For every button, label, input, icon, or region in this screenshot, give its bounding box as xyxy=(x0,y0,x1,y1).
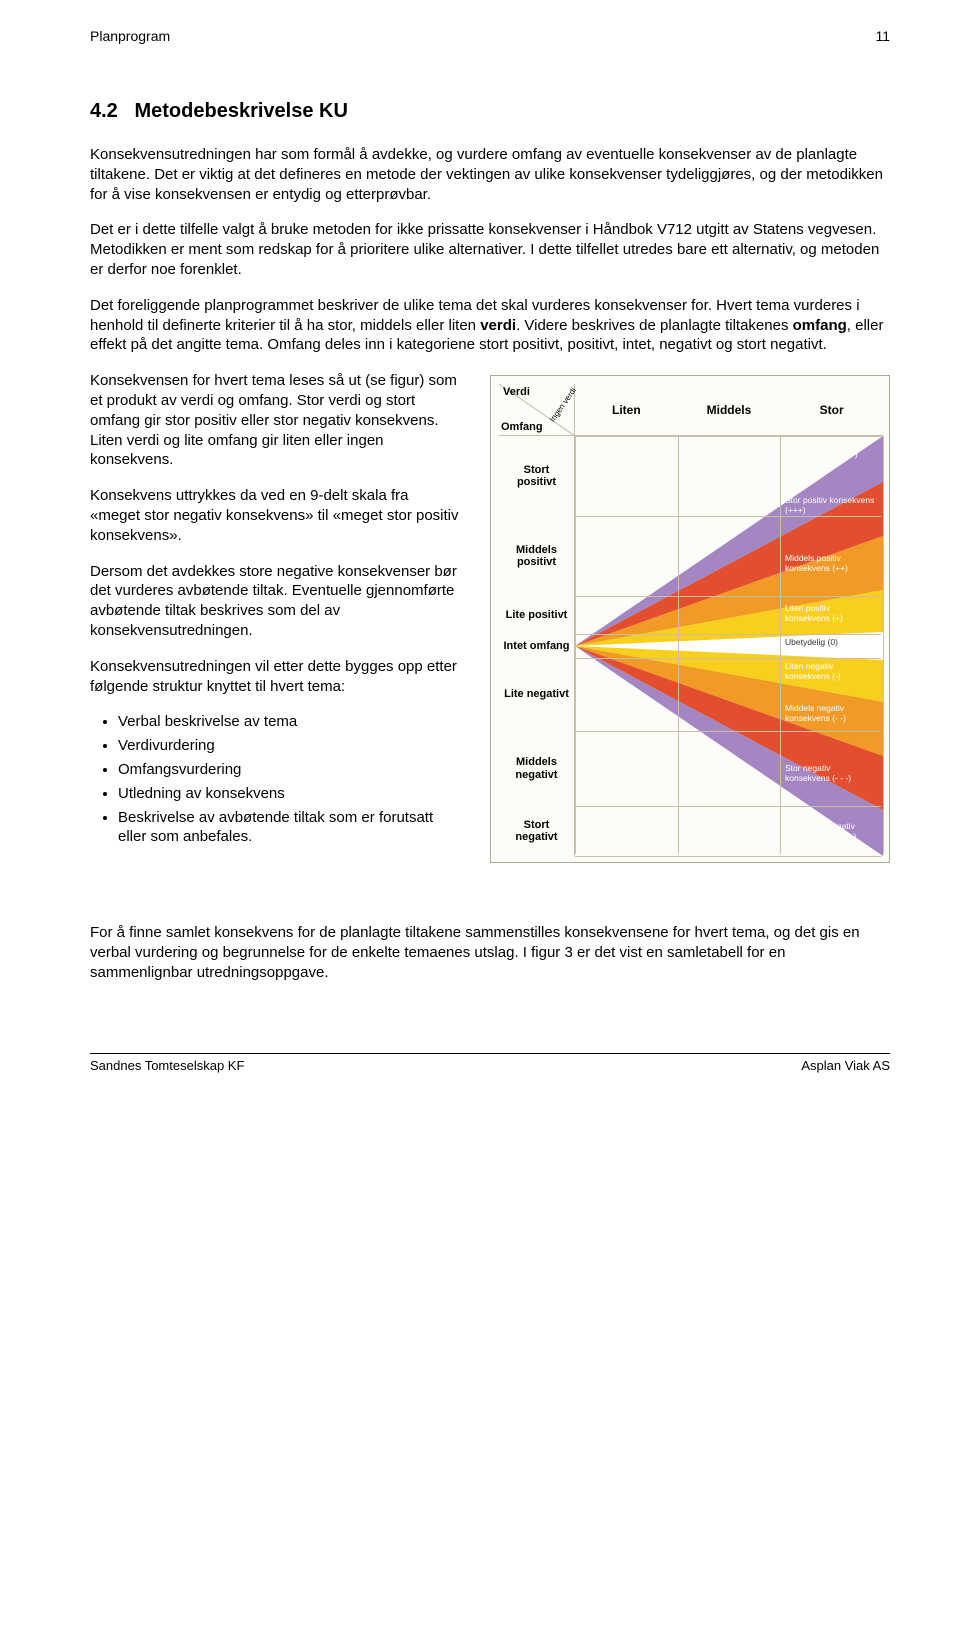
paragraph-3: Det foreliggende planprogrammet beskrive… xyxy=(90,296,890,355)
header-left: Planprogram xyxy=(90,28,170,44)
section-heading: 4.2 Metodebeskrivelse KU xyxy=(90,100,890,123)
paragraph-after: For å finne samlet konsekvens for de pla… xyxy=(90,923,890,982)
list-item: Verbal beskrivelse av tema xyxy=(118,712,460,732)
footer-right: Asplan Viak AS xyxy=(801,1058,890,1073)
paragraph-4: Konsekvensen for hvert tema leses så ut … xyxy=(90,371,460,470)
paragraph-1: Konsekvensutredningen har som formål å a… xyxy=(90,145,890,204)
paragraph-2: Det er i dette tilfelle valgt å bruke me… xyxy=(90,220,890,279)
paragraph-6: Dersom det avdekkes store negative konse… xyxy=(90,562,460,641)
consequence-fan-chart: VerdiIngen verdiOmfangLitenMiddelsStorSt… xyxy=(490,375,890,863)
paragraph-5: Konsekvens uttrykkes da ved en 9-delt sk… xyxy=(90,486,460,545)
list-item: Utledning av konsekvens xyxy=(118,784,460,804)
list-item: Beskrivelse av avbøtende tiltak som er f… xyxy=(118,808,460,848)
footer-left: Sandnes Tomteselskap KF xyxy=(90,1058,244,1073)
list-item: Verdivurdering xyxy=(118,736,460,756)
bullet-list: Verbal beskrivelse av tema Verdivurderin… xyxy=(118,712,460,847)
list-item: Omfangsvurdering xyxy=(118,760,460,780)
paragraph-7: Konsekvensutredningen vil etter dette by… xyxy=(90,657,460,697)
header-right: 11 xyxy=(875,28,890,44)
